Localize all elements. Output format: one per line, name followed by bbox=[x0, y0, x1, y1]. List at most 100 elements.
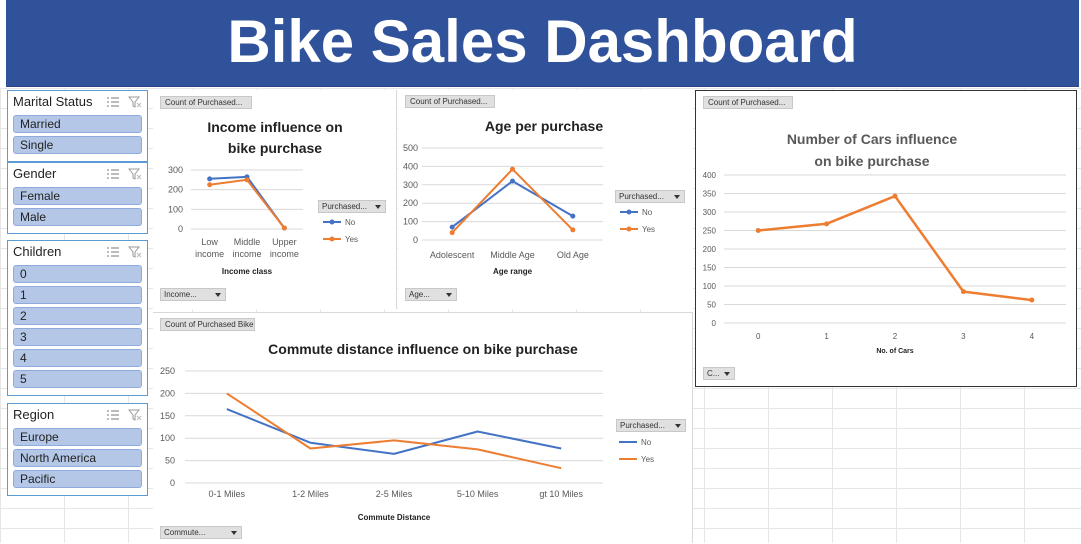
data-point bbox=[824, 221, 829, 226]
x-tick-label: 2-5 Miles bbox=[376, 489, 413, 499]
legend-marker bbox=[627, 227, 632, 232]
slicer-header: Children bbox=[8, 241, 147, 263]
y-tick-label: 100 bbox=[160, 433, 175, 443]
slicer-header: Gender bbox=[8, 163, 147, 185]
data-point bbox=[282, 226, 287, 231]
data-point bbox=[207, 182, 212, 187]
series-line-no bbox=[210, 177, 285, 228]
slicer-header: Region bbox=[8, 404, 147, 426]
y-tick-label: 300 bbox=[168, 165, 183, 175]
x-axis-label: Age range bbox=[493, 267, 533, 276]
x-tick-label: gt 10 Miles bbox=[539, 489, 583, 499]
legend-label: No bbox=[345, 218, 356, 227]
cars-axis-field-label: C... bbox=[707, 369, 719, 378]
series-line-yes bbox=[210, 180, 285, 228]
slicer-item-region[interactable]: Pacific bbox=[13, 470, 142, 488]
multi-select-icon[interactable] bbox=[106, 167, 120, 179]
slicer-item-children[interactable]: 3 bbox=[13, 328, 142, 346]
slicer-item-children[interactable]: 0 bbox=[13, 265, 142, 283]
slicer-item-children[interactable]: 4 bbox=[13, 349, 142, 367]
dashboard-title: Bike Sales Dashboard bbox=[6, 0, 1079, 86]
data-point bbox=[570, 214, 575, 219]
slicer-item-children[interactable]: 5 bbox=[13, 370, 142, 388]
slicer-title: Gender bbox=[13, 166, 56, 181]
slicer-header: Marital Status bbox=[8, 91, 147, 113]
x-tick-label: 0 bbox=[756, 332, 761, 341]
income-legend-field-button[interactable]: Purchased... bbox=[318, 200, 386, 213]
commute-chart-panel[interactable]: Count of Purchased Bike Commute distance… bbox=[153, 312, 693, 543]
slicer-item-children[interactable]: 2 bbox=[13, 307, 142, 325]
x-tick-label: 3 bbox=[961, 332, 966, 341]
chevron-down-icon bbox=[675, 424, 681, 428]
y-tick-label: 0 bbox=[413, 235, 418, 245]
clear-filter-icon[interactable] bbox=[128, 167, 142, 179]
age-axis-field-label: Age... bbox=[409, 290, 430, 299]
x-tick-label: Middle Age bbox=[490, 250, 535, 260]
y-tick-label: 300 bbox=[703, 208, 717, 217]
clear-filter-icon[interactable] bbox=[128, 408, 142, 420]
legend-marker bbox=[330, 237, 335, 242]
income-chart-panel[interactable]: Count of Purchased... Income influence o… bbox=[153, 90, 397, 309]
income-axis-field-button[interactable]: Income... bbox=[160, 288, 226, 301]
data-point bbox=[245, 177, 250, 182]
y-tick-label: 500 bbox=[403, 143, 418, 153]
y-tick-label: 150 bbox=[703, 264, 717, 273]
age-axis-field-button[interactable]: Age... bbox=[405, 288, 457, 301]
slicer-item-children[interactable]: 1 bbox=[13, 286, 142, 304]
slicer-item-marital-status[interactable]: Married bbox=[13, 115, 142, 133]
clear-filter-icon[interactable] bbox=[128, 245, 142, 257]
marital-status-slicer: Marital Status Married Single bbox=[7, 90, 148, 162]
age-legend-field-button[interactable]: Purchased... bbox=[615, 190, 685, 203]
y-tick-label: 0 bbox=[712, 319, 717, 328]
cars-chart-panel[interactable]: Count of Purchased... Number of Cars inf… bbox=[695, 90, 1077, 387]
commute-axis-field-label: Commute... bbox=[164, 528, 205, 537]
y-tick-label: 400 bbox=[403, 161, 418, 171]
commute-legend-field-button[interactable]: Purchased... bbox=[616, 419, 686, 432]
y-tick-label: 50 bbox=[707, 301, 716, 310]
gender-slicer: Gender Female Male bbox=[7, 162, 148, 234]
slicer-item-gender[interactable]: Female bbox=[13, 187, 142, 205]
y-tick-label: 200 bbox=[168, 185, 183, 195]
legend-marker bbox=[330, 220, 335, 225]
slicer-item-marital-status[interactable]: Single bbox=[13, 136, 142, 154]
x-tick-label: 5-10 Miles bbox=[457, 489, 499, 499]
clear-filter-icon[interactable] bbox=[128, 95, 142, 107]
dashboard-header: Bike Sales Dashboard bbox=[6, 0, 1079, 87]
multi-select-icon[interactable] bbox=[106, 245, 120, 257]
commute-axis-field-button[interactable]: Commute... bbox=[160, 526, 242, 539]
chevron-down-icon bbox=[375, 205, 381, 209]
legend-marker bbox=[627, 210, 632, 215]
x-tick-label: Adolescent bbox=[430, 250, 475, 260]
commute-legend-field-label: Purchased... bbox=[620, 421, 665, 430]
slicer-title: Marital Status bbox=[13, 94, 92, 109]
chart-title: Age per purchase bbox=[485, 118, 603, 134]
cars-axis-field-button[interactable]: C... bbox=[703, 367, 735, 380]
y-tick-label: 200 bbox=[403, 198, 418, 208]
chevron-down-icon bbox=[231, 531, 237, 535]
region-slicer: Region Europe North America Pacific bbox=[7, 403, 148, 496]
data-point bbox=[207, 176, 212, 181]
multi-select-icon[interactable] bbox=[106, 408, 120, 420]
chevron-down-icon bbox=[674, 195, 680, 199]
chevron-down-icon bbox=[446, 293, 452, 297]
slicer-item-region[interactable]: North America bbox=[13, 449, 142, 467]
legend-label: Yes bbox=[641, 455, 654, 464]
x-tick-label: 4 bbox=[1030, 332, 1035, 341]
series-line-yes bbox=[227, 393, 561, 468]
y-tick-label: 250 bbox=[160, 366, 175, 376]
x-axis-label: Commute Distance bbox=[358, 513, 431, 522]
x-tick-label: 0-1 Miles bbox=[209, 489, 246, 499]
data-point bbox=[510, 179, 515, 184]
legend-label: Yes bbox=[642, 225, 655, 234]
y-tick-label: 100 bbox=[703, 282, 717, 291]
slicer-item-gender[interactable]: Male bbox=[13, 208, 142, 226]
slicer-title: Children bbox=[13, 244, 61, 259]
income-axis-field-label: Income... bbox=[164, 290, 197, 299]
multi-select-icon[interactable] bbox=[106, 95, 120, 107]
data-point bbox=[756, 228, 761, 233]
slicer-item-region[interactable]: Europe bbox=[13, 428, 142, 446]
y-tick-label: 350 bbox=[703, 190, 717, 199]
